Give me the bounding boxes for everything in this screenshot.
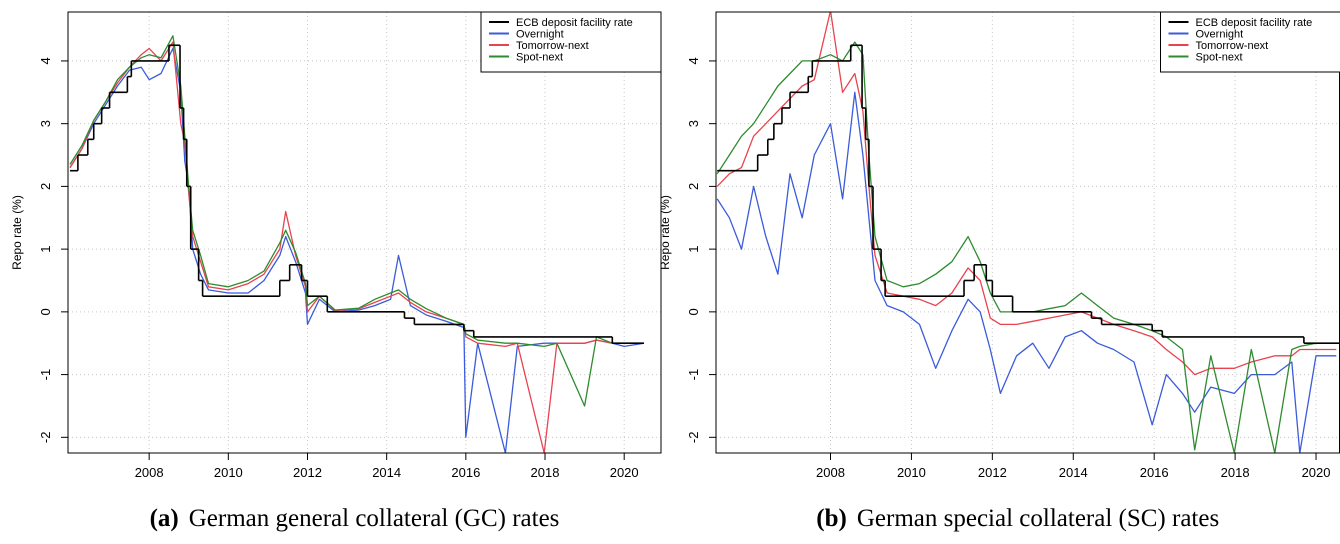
x-tick-label: 2016 bbox=[1140, 465, 1169, 480]
y-tick-label: 0 bbox=[686, 308, 701, 315]
caption: (b) German special collateral (SC) rates bbox=[816, 505, 1219, 532]
y-tick-label: 3 bbox=[38, 120, 53, 127]
series-line bbox=[69, 35, 644, 407]
legend-label: ECB deposit facility rate bbox=[516, 17, 633, 29]
caption-text: German special collateral (SC) rates bbox=[857, 505, 1219, 532]
y-tick-label: -2 bbox=[686, 432, 701, 444]
plot-frame bbox=[67, 11, 662, 454]
legend-box bbox=[1160, 11, 1340, 73]
x-tick-label: 2016 bbox=[451, 465, 480, 480]
caption-label: (b) bbox=[816, 505, 847, 532]
series-line bbox=[716, 41, 1337, 453]
y-tick-label: 4 bbox=[38, 57, 53, 64]
caption: (a) German general collateral (GC) rates bbox=[150, 505, 560, 532]
y-axis-title: Repo rate (%) bbox=[658, 195, 672, 270]
y-tick-label: -1 bbox=[38, 369, 53, 381]
legend-box bbox=[480, 11, 662, 73]
y-tick-label: 0 bbox=[38, 308, 53, 315]
series-line bbox=[716, 91, 1337, 453]
x-tick-label: 2014 bbox=[1059, 465, 1088, 480]
legend: ECB deposit facility rateOvernightTomorr… bbox=[480, 11, 662, 73]
plot-area bbox=[716, 12, 1340, 453]
plot-area bbox=[69, 35, 645, 453]
x-tick-label: 2008 bbox=[135, 465, 164, 480]
legend-label: ECB deposit facility rate bbox=[1196, 17, 1313, 29]
x-tick-label: 2020 bbox=[1302, 465, 1331, 480]
x-tick-label: 2018 bbox=[531, 465, 560, 480]
y-tick-label: 3 bbox=[686, 120, 701, 127]
legend-label: Overnight bbox=[516, 29, 564, 41]
x-tick-label: 2018 bbox=[1221, 465, 1250, 480]
legend-label: Tomorrow-next bbox=[516, 40, 589, 52]
x-tick-label: 2008 bbox=[816, 465, 845, 480]
x-tick-label: 2012 bbox=[978, 465, 1007, 480]
legend-label: Spot-next bbox=[516, 52, 563, 64]
x-tick-label: 2010 bbox=[214, 465, 243, 480]
legend-label: Tomorrow-next bbox=[1196, 40, 1269, 52]
panel: -2 -1 0 1 2 3 4 2008 2010 2012 2014 2016 2018 2020 Rep… bbox=[658, 11, 1340, 532]
caption-text: German general collateral (GC) rates bbox=[189, 505, 560, 532]
y-tick-label: 1 bbox=[38, 246, 53, 253]
x-tick-label: 2012 bbox=[293, 465, 322, 480]
y-tick-label: 1 bbox=[686, 246, 701, 253]
x-tick-label: 2020 bbox=[610, 465, 639, 480]
y-axis-title: Repo rate (%) bbox=[10, 195, 24, 270]
plot-frame bbox=[715, 11, 1340, 454]
panel: -2 -1 0 1 2 3 4 2008 2010 2012 2014 2016 2018 2020 Rep… bbox=[10, 11, 662, 532]
caption-label: (a) bbox=[150, 505, 179, 532]
series-line bbox=[69, 41, 644, 453]
series-line bbox=[69, 47, 645, 453]
legend: ECB deposit facility rateOvernightTomorr… bbox=[1160, 11, 1340, 73]
legend-label: Overnight bbox=[1196, 29, 1244, 41]
x-tick-label: 2010 bbox=[897, 465, 926, 480]
legend-label: Spot-next bbox=[1196, 52, 1243, 64]
y-tick-label: 4 bbox=[686, 57, 701, 64]
y-tick-label: 2 bbox=[38, 183, 53, 190]
x-tick-label: 2014 bbox=[372, 465, 401, 480]
y-tick-label: -2 bbox=[38, 432, 53, 444]
y-tick-label: 2 bbox=[686, 183, 701, 190]
y-tick-label: -1 bbox=[686, 369, 701, 381]
